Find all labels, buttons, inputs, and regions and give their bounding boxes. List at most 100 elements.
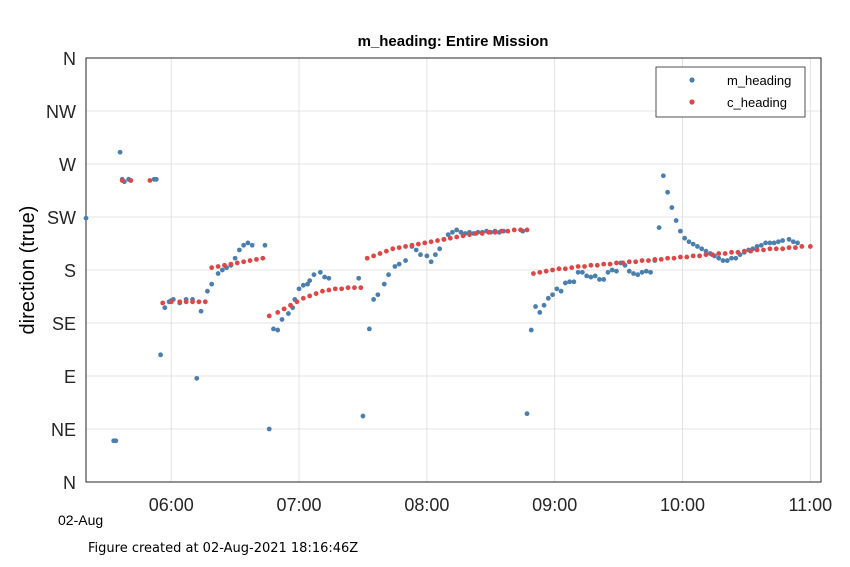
m-heading-point: [528, 327, 534, 333]
m-heading-point: [639, 269, 645, 275]
m-heading-point: [754, 244, 760, 249]
m-heading-point: [533, 304, 538, 309]
y-tick-label: SW: [47, 208, 76, 228]
m-heading-point: [614, 268, 619, 274]
c-heading-point: [658, 257, 664, 262]
c-heading-point: [377, 251, 383, 256]
c-heading-point: [524, 227, 530, 233]
m-heading-point: [758, 242, 764, 248]
m-heading-point: [643, 268, 649, 274]
m-heading-point: [403, 258, 408, 263]
m-heading-point: [571, 279, 577, 285]
m-heading-point: [428, 259, 434, 265]
m-heading-point: [262, 242, 268, 248]
m-heading-point: [716, 255, 722, 261]
m-heading-point: [360, 413, 366, 419]
m-heading-point: [117, 149, 123, 155]
m-heading-point: [588, 274, 594, 280]
c-heading-point: [786, 245, 792, 251]
c-heading-point: [183, 299, 189, 305]
c-heading-point: [620, 260, 626, 266]
c-heading-point: [639, 258, 645, 263]
c-heading-point: [754, 247, 760, 253]
m-heading-point: [153, 176, 159, 182]
m-heading-point: [656, 225, 662, 231]
m-heading-point: [703, 248, 709, 254]
c-heading-point: [241, 259, 247, 265]
c-heading-point: [569, 265, 575, 271]
x-tick-label: 10:00: [660, 495, 705, 515]
c-heading-point: [190, 299, 195, 305]
c-heading-point: [428, 239, 434, 245]
c-heading-point: [767, 246, 773, 252]
x-tick-label: 07:00: [277, 495, 322, 515]
m-heading-point: [729, 255, 734, 261]
c-heading-point: [209, 265, 215, 271]
y-axis-ticks: N NE E SE S SW W NW N: [46, 49, 76, 493]
m-heading-point: [780, 238, 786, 243]
c-heading-point: [119, 178, 125, 183]
c-heading-point: [537, 269, 543, 275]
c-heading-point: [735, 249, 741, 255]
c-heading-point: [582, 264, 587, 269]
m-heading-point: [215, 271, 221, 276]
m-heading-point: [311, 272, 317, 278]
legend-marker-c-heading: [689, 99, 695, 105]
y-tick-label: E: [64, 367, 76, 387]
y-tick-label: SE: [52, 314, 76, 334]
m-heading-point: [300, 282, 306, 288]
x-tick-label: 08:00: [404, 495, 449, 515]
y-tick-label: N: [63, 49, 76, 69]
c-heading-point: [454, 234, 460, 240]
y-tick-label: NW: [46, 102, 76, 122]
m-heading-point: [545, 295, 551, 301]
m-heading-point: [597, 277, 602, 282]
c-heading-point: [562, 266, 568, 272]
c-heading-point: [234, 260, 240, 266]
x-tick-label: 09:00: [532, 495, 577, 515]
m-heading-point: [198, 308, 204, 314]
c-heading-point: [435, 238, 440, 243]
c-heading-point: [793, 245, 798, 251]
m-heading-point: [686, 239, 692, 245]
m-heading-point: [677, 228, 683, 234]
m-heading-point: [424, 253, 430, 259]
m-heading-point: [437, 246, 443, 252]
c-heading-point: [646, 258, 651, 263]
c-heading-point: [575, 264, 581, 269]
c-heading-point: [396, 245, 402, 251]
c-heading-point: [697, 253, 702, 259]
m-heading-point: [266, 426, 272, 432]
c-heading-point: [773, 246, 779, 252]
m-heading-point: [232, 255, 238, 261]
c-heading-point: [202, 299, 208, 305]
m-heading-point: [690, 241, 696, 247]
m-heading-point: [245, 240, 251, 246]
c-heading-point: [294, 299, 300, 305]
c-heading-point: [168, 299, 174, 305]
m-heading-point: [699, 246, 705, 252]
c-heading-point: [467, 232, 472, 238]
m-heading-point: [541, 302, 547, 308]
c-heading-point: [479, 231, 485, 236]
c-heading-point: [403, 244, 408, 249]
data-points: [83, 149, 813, 444]
c-heading-point: [415, 241, 421, 247]
c-heading-point: [215, 264, 221, 269]
c-heading-point: [128, 178, 134, 183]
m-heading-point: [631, 271, 636, 276]
m-heading-point: [669, 205, 675, 210]
m-heading-point: [579, 269, 585, 275]
c-heading-point: [326, 287, 332, 293]
legend-marker-m-heading: [689, 77, 695, 83]
m-heading-point: [575, 269, 581, 275]
c-heading-point: [665, 255, 671, 261]
c-heading-point: [722, 251, 728, 256]
m-heading-point: [317, 269, 323, 275]
c-heading-point: [339, 286, 345, 292]
m-heading-point: [601, 277, 607, 282]
c-heading-point: [709, 252, 715, 258]
c-heading-point: [422, 240, 428, 246]
m-heading-point: [305, 281, 310, 287]
